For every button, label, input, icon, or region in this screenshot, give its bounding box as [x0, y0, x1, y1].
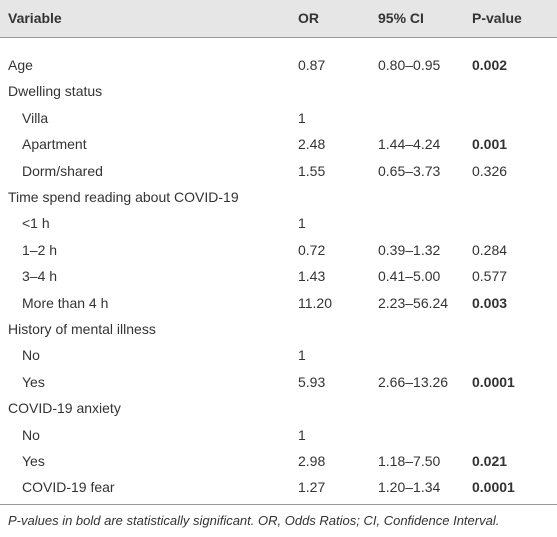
variable-header: Variable: [8, 10, 62, 26]
variable-cell: 1–2 h: [22, 241, 58, 258]
variable-cell: No: [22, 426, 40, 443]
ci-cell: 2.66–13.26: [378, 373, 449, 390]
p-value-cell: 0.0001: [472, 479, 515, 496]
ci-cell: 0.80–0.95: [378, 57, 441, 73]
or-cell: 0.72: [298, 241, 326, 258]
variable-cell: Apartment: [22, 136, 87, 153]
variable-cell: Age: [8, 57, 33, 73]
p-value-cell: 0.0001: [472, 373, 515, 390]
ci-cell: 2.23–56.24: [378, 294, 449, 311]
variable-cell: COVID-19 anxiety: [8, 400, 121, 417]
ci-cell: 0.39–1.32: [378, 241, 441, 258]
variable-cell: More than 4 h: [22, 294, 109, 311]
variable-cell: 3–4 h: [22, 268, 58, 285]
variable-cell: Time spend reading about COVID-19: [8, 189, 239, 205]
ci-cell: 0.65–3.73: [378, 162, 441, 179]
or-cell: 1: [298, 347, 306, 364]
or-header: OR: [298, 10, 319, 26]
variable-cell: Yes: [22, 373, 45, 390]
header-background: [0, 0, 557, 37]
variable-cell: <1 h: [22, 215, 50, 232]
ci-cell: 0.41–5.00: [378, 268, 441, 285]
variable-cell: Dorm/shared: [22, 162, 103, 179]
or-cell: 5.93: [298, 373, 326, 390]
variable-cell: Dwelling status: [8, 83, 103, 100]
or-cell: 2.48: [298, 136, 326, 153]
ci-cell: 1.44–4.24: [378, 136, 441, 153]
or-cell: 1: [298, 426, 306, 443]
p-value-cell: 0.002: [472, 57, 508, 73]
or-cell: 1.55: [298, 162, 326, 179]
or-cell: 1: [298, 109, 306, 126]
variable-cell: COVID-19 fear: [22, 479, 115, 496]
p-value-cell: 0.326: [472, 162, 508, 179]
p-value-header: P-value: [472, 10, 522, 26]
or-cell: 0.87: [298, 57, 326, 73]
p-value-cell: 0.003: [472, 294, 508, 311]
or-cell: 2.98: [298, 453, 326, 469]
variable-cell: Villa: [22, 109, 49, 126]
footnote: P-values in bold are statistically signi…: [8, 513, 500, 528]
header-rule: [0, 37, 557, 38]
bottom-rule: [0, 504, 557, 505]
p-value-cell: 0.577: [472, 268, 508, 285]
ci-cell: 1.18–7.50: [378, 453, 441, 469]
p-value-cell: 0.284: [472, 241, 508, 258]
or-cell: 1.27: [298, 479, 326, 496]
variable-cell: Yes: [22, 453, 45, 469]
or-cell: 1.43: [298, 268, 326, 285]
or-cell: 11.20: [298, 294, 332, 311]
or-cell: 1: [298, 215, 306, 232]
p-value-cell: 0.021: [472, 453, 508, 469]
variable-cell: No: [22, 347, 40, 364]
variable-cell: History of mental illness: [8, 321, 156, 337]
ci-header: 95% CI: [378, 10, 424, 26]
ci-cell: 1.20–1.34: [378, 479, 441, 496]
p-value-cell: 0.001: [472, 136, 508, 153]
